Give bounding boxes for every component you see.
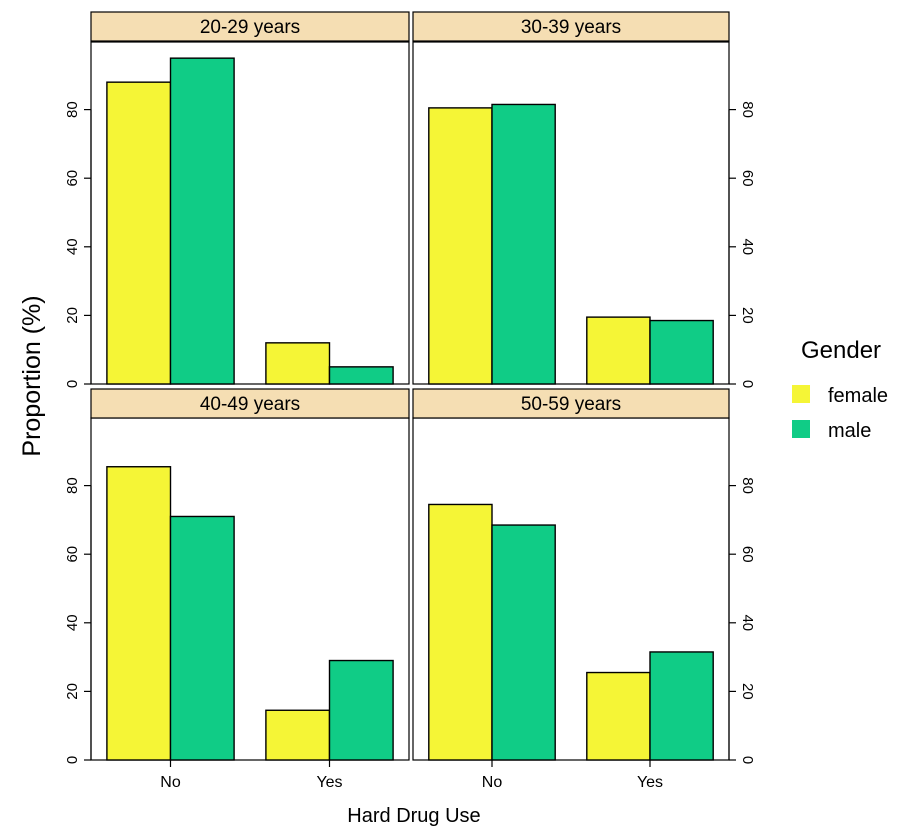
bar-male-no: [491, 524, 556, 761]
y-tick-label-left: 80: [64, 477, 81, 494]
y-tick-label-right: 40: [739, 614, 756, 631]
legend-label-female: female: [828, 385, 888, 407]
legend-swatch-female: [792, 385, 810, 403]
bar-male-yes: [649, 651, 714, 761]
bar-female-yes: [586, 671, 651, 761]
bar-male-no: [491, 103, 556, 385]
y-tick-label-right: 40: [739, 238, 756, 255]
x-tick-label: Yes: [316, 774, 342, 791]
panel-title: 30-39 years: [521, 17, 621, 38]
panel-3: 40-49 years: [90, 388, 410, 761]
bar-male-yes: [328, 659, 394, 761]
panels-layer: 20-29 years 30-39 years 40-49 years 50-59 y…: [90, 11, 730, 761]
panel-title: 50-59 years: [521, 394, 621, 415]
y-axis-title: Proportion (%): [18, 295, 46, 456]
x-tick-label: No: [482, 774, 503, 791]
legend-swatch-male: [792, 420, 810, 438]
y-tick-label-left: 60: [64, 546, 81, 563]
panel-strip: [412, 388, 730, 419]
y-tick-label-right: 60: [739, 546, 756, 563]
x-tick-label: Yes: [637, 774, 663, 791]
bar-female-no: [106, 466, 172, 761]
legend-label-male: male: [828, 420, 871, 442]
bar-male-yes: [328, 366, 394, 385]
y-tick-label-right: 20: [739, 683, 756, 700]
y-tick-label-right: 60: [739, 170, 756, 187]
y-tick-label-right: 80: [739, 101, 756, 118]
y-tick-label-left: 40: [64, 614, 81, 631]
y-tick-label-left: 40: [64, 238, 81, 255]
legend: Gender female male: [792, 337, 888, 442]
y-tick-label-left: 0: [64, 756, 81, 764]
bar-female-yes: [265, 342, 331, 385]
y-tick-label-left: 20: [64, 307, 81, 324]
bar-female-yes: [586, 316, 651, 385]
bar-female-yes: [265, 709, 331, 761]
panel-4: 50-59 years: [412, 388, 730, 761]
y-tick-label-right: 80: [739, 477, 756, 494]
y-tick-label-left: 60: [64, 170, 81, 187]
bar-female-no: [106, 81, 172, 385]
y-tick-label-left: 20: [64, 683, 81, 700]
panel-strip: [412, 11, 730, 42]
legend-title: Gender: [801, 337, 881, 364]
panel-title: 40-49 years: [200, 394, 300, 415]
y-tick-label-right: 0: [739, 756, 756, 764]
y-tick-label-left: 0: [64, 380, 81, 388]
x-tick-label: No: [160, 774, 181, 791]
bar-male-yes: [649, 319, 714, 385]
axes-layer: 0 20 40 60 80 0 20 40 60 80 0 20 40 60 80 0 20 40 60 80 No Ye…: [64, 101, 756, 791]
bar-female-no: [428, 503, 493, 761]
bar-male-no: [169, 57, 235, 385]
y-tick-label-right: 0: [739, 380, 756, 388]
bar-male-no: [169, 515, 235, 761]
x-axis-title: Hard Drug Use: [347, 805, 480, 827]
panel-strip: [90, 11, 410, 42]
panel-strip: [90, 388, 410, 419]
y-tick-label-right: 20: [739, 307, 756, 324]
panel-2: 30-39 years: [412, 11, 730, 385]
bar-female-no: [428, 107, 493, 385]
panel-1: 20-29 years: [90, 11, 410, 385]
y-tick-label-left: 80: [64, 101, 81, 118]
panel-title: 20-29 years: [200, 17, 300, 38]
